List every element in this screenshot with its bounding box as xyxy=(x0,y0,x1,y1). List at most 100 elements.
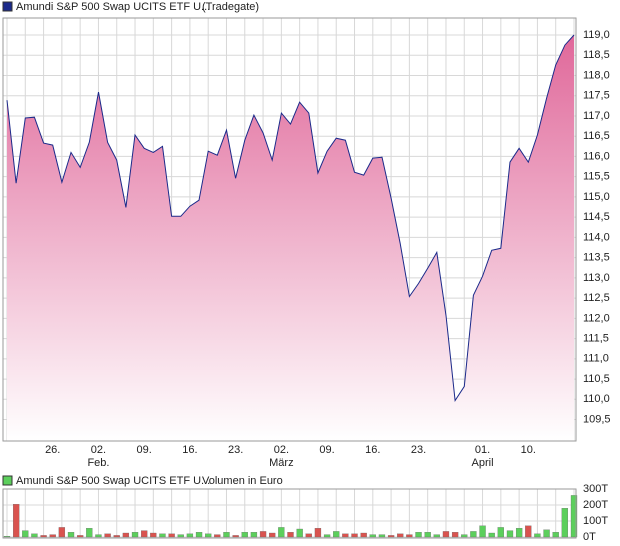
x-month-label: Feb. xyxy=(87,457,109,469)
volume-bar xyxy=(543,529,550,538)
volume-bar xyxy=(397,533,404,538)
volume-bar xyxy=(287,532,294,538)
volume-bar xyxy=(186,533,194,538)
volume-bar xyxy=(95,534,102,538)
volume-bar xyxy=(259,531,267,538)
y-tick-label: 117,0 xyxy=(583,110,610,122)
volume-bar xyxy=(534,533,541,538)
plot-frame xyxy=(2,17,577,442)
volume-bar xyxy=(296,528,303,538)
volume-bar xyxy=(552,532,559,538)
volume-bar xyxy=(12,504,20,538)
volume-bar xyxy=(113,535,120,538)
volume-bar xyxy=(314,528,322,538)
volume-bar xyxy=(351,533,358,538)
y-tick-label: 110,0 xyxy=(583,393,610,405)
volume-bar xyxy=(451,532,459,538)
volume-bar xyxy=(570,495,578,538)
x-tick-label: 09. xyxy=(137,444,152,456)
volume-bar xyxy=(49,534,56,538)
x-tick-label: 10. xyxy=(521,444,536,456)
legend-label: Amundi S&P 500 Swap UCITS ETF U... xyxy=(16,1,210,13)
price-line xyxy=(6,34,575,402)
x-tick-label: 26. xyxy=(45,444,60,456)
volume-bar xyxy=(515,528,523,538)
volume-bar xyxy=(369,534,376,538)
y-tick-label: 200T xyxy=(583,499,608,511)
volume-bar xyxy=(31,533,38,538)
legend-source: (Tradegate) xyxy=(202,1,259,13)
volume-bar xyxy=(241,532,248,538)
volume-bar xyxy=(415,532,422,538)
y-tick-label: 110,5 xyxy=(583,373,610,385)
y-tick-label: 115,5 xyxy=(583,171,610,183)
volume-bar xyxy=(378,534,386,538)
volume-bar xyxy=(141,530,148,538)
legend-swatch xyxy=(2,475,13,486)
volume-bar xyxy=(223,532,230,538)
volume-bar xyxy=(525,525,532,538)
y-tick-label: 116,5 xyxy=(583,130,610,142)
volume-bar xyxy=(406,534,413,538)
volume-bar xyxy=(305,533,312,538)
area-fill xyxy=(7,35,574,441)
y-tick-label: 118,0 xyxy=(583,69,610,81)
volume-bar xyxy=(433,534,440,538)
x-tick-label: 02. xyxy=(274,444,289,456)
volume-bar xyxy=(323,534,331,538)
volume-bar xyxy=(104,533,111,538)
volume-bar xyxy=(442,531,450,538)
volume-bar xyxy=(177,534,184,538)
volume-bar xyxy=(387,535,395,538)
volume-bar xyxy=(40,535,47,538)
x-tick-label: 09. xyxy=(319,444,334,456)
volume-bar xyxy=(461,534,468,538)
volume-bar xyxy=(488,532,495,538)
volume-bar xyxy=(195,532,203,538)
volume-bar xyxy=(122,532,130,538)
y-tick-label: 113,5 xyxy=(583,252,610,264)
y-tick-label: 112,0 xyxy=(583,312,610,324)
volume-bar xyxy=(269,532,276,538)
volume-bar xyxy=(131,532,139,538)
volume-bar xyxy=(470,531,477,538)
volume-bar xyxy=(278,527,285,538)
x-tick-label: 23. xyxy=(228,444,243,456)
volume-bar xyxy=(506,530,514,538)
x-tick-label: 16. xyxy=(182,444,197,456)
y-tick-label: 114,0 xyxy=(583,231,610,243)
volume-bar xyxy=(22,530,29,538)
volume-bar xyxy=(150,532,157,538)
y-tick-label: 100T xyxy=(583,515,608,527)
volume-bar xyxy=(232,535,239,538)
volume-bar xyxy=(497,527,504,538)
volume-bar xyxy=(205,533,212,538)
volume-bar xyxy=(479,525,486,538)
plot-frame xyxy=(2,488,577,539)
y-tick-label: 112,5 xyxy=(583,292,610,304)
y-tick-label: 111,5 xyxy=(583,332,609,344)
x-month-label: März xyxy=(269,457,293,469)
x-tick-label: 16. xyxy=(365,444,380,456)
legend-label: Amundi S&P 500 Swap UCITS ETF U... xyxy=(16,475,210,487)
x-month-label: April xyxy=(472,457,494,469)
volume-bar xyxy=(67,532,75,538)
y-tick-label: 0T xyxy=(583,531,596,543)
volume-bar xyxy=(86,528,93,538)
y-tick-label: 115,0 xyxy=(583,191,610,203)
y-tick-label: 109,5 xyxy=(583,413,611,425)
x-tick-label: 02. xyxy=(91,444,106,456)
x-tick-label: 23. xyxy=(411,444,426,456)
volume-bar xyxy=(333,531,340,538)
y-tick-label: 116,0 xyxy=(583,150,610,162)
volume-bar xyxy=(561,508,569,538)
legend-swatch xyxy=(2,1,13,12)
volume-bar xyxy=(250,532,258,538)
volume-bar xyxy=(3,536,11,538)
y-tick-label: 119,0 xyxy=(583,29,610,41)
volume-bar xyxy=(58,527,66,538)
y-tick-label: 113,0 xyxy=(583,272,610,284)
volume-bar xyxy=(424,532,431,538)
legend-unit: Volumen in Euro xyxy=(202,475,283,487)
